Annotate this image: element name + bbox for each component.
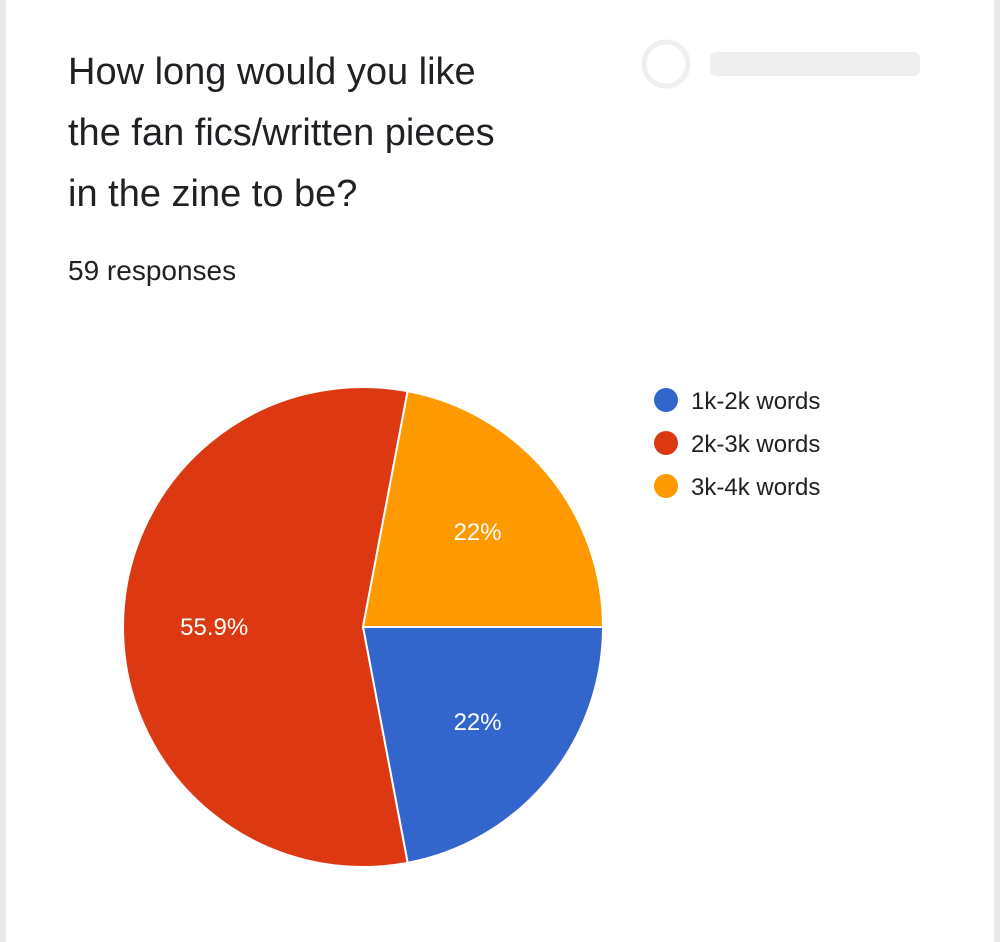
question-title-line-1: How long would you like [68, 51, 476, 93]
legend-marker-2 [654, 431, 678, 455]
pie-slices [122, 386, 605, 868]
pie-slice-3 [361, 390, 605, 628]
legend-label-3: 3k-4k words [691, 474, 820, 501]
right-border [994, 0, 1000, 942]
question-title-line-2: the fan fics/written pieces [68, 112, 495, 154]
pie-slice-label-3: 22% [454, 519, 502, 546]
chart-legend: 1k-2k words 2k-3k words 3k-4k words [654, 388, 820, 501]
legend-marker-3 [654, 474, 678, 498]
legend-marker-1 [654, 388, 678, 412]
pie-slice-label-2: 55.9% [180, 614, 248, 641]
legend-label-2: 2k-3k words [691, 431, 820, 458]
pie-slice-labels: 22% 55.9% 22% [180, 519, 501, 736]
left-border [0, 0, 6, 942]
pie-slice-1 [361, 626, 605, 864]
question-title-line-3: in the zine to be? [68, 173, 358, 215]
response-count: 59 responses [68, 255, 237, 286]
pie-slice-2 [122, 386, 409, 868]
watermark-logo-icon [641, 39, 920, 89]
legend-label-1: 1k-2k words [691, 388, 820, 415]
question-title: How long would you like the fan fics/wri… [68, 42, 628, 225]
pie-slice-label-1: 22% [454, 709, 502, 736]
